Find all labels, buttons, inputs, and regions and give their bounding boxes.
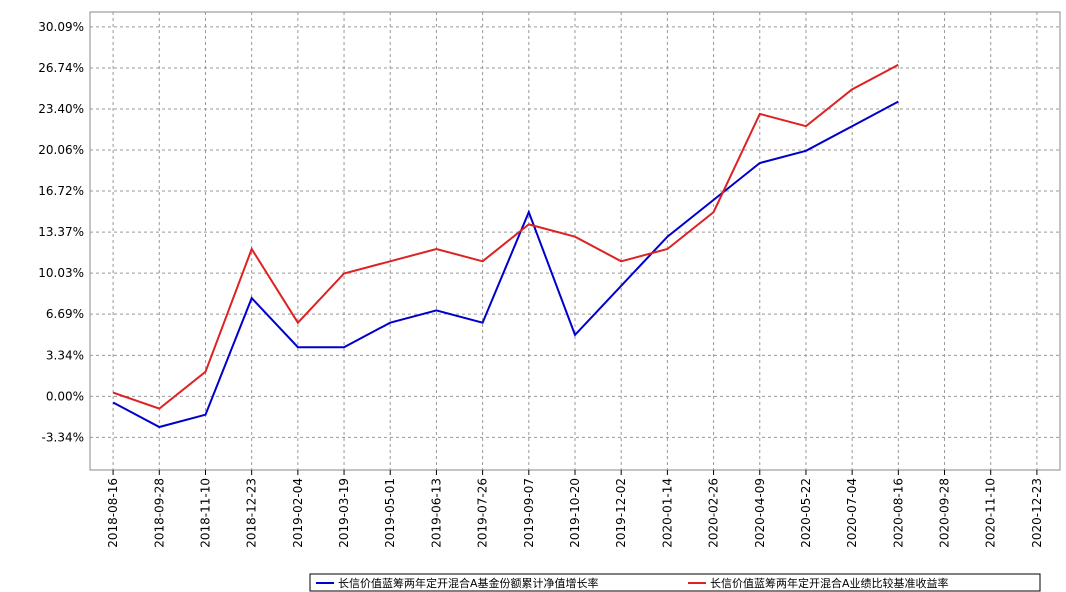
chart: 30.09% 26.74% 23.40% 20.06% 16.72% 13.37% 10.0…: [0, 0, 1066, 592]
x-tick-label: 2019-10-20: [568, 478, 582, 548]
x-tick-label: 2019-07-26: [476, 478, 490, 548]
x-tick-label: 2020-04-09: [753, 478, 767, 548]
x-tick-label: 2019-06-13: [429, 478, 443, 548]
y-tick-label: 13.37%: [38, 225, 84, 239]
x-tick-label: 2020-01-14: [660, 478, 674, 548]
y-tick-label: 3.34%: [46, 348, 84, 362]
x-tick-label: 2019-12-02: [614, 478, 628, 548]
x-tick-label: 2019-09-07: [522, 478, 536, 548]
x-tick-label: 2020-05-22: [799, 478, 813, 548]
x-tick-label: 2018-11-10: [198, 478, 212, 548]
x-tick-label: 2020-08-16: [891, 478, 905, 548]
y-tick-label: -3.34%: [42, 430, 84, 444]
x-tick-label: 2020-02-26: [707, 478, 721, 548]
x-tick-label: 2019-02-04: [291, 478, 305, 548]
y-tick-label: 10.03%: [38, 266, 84, 280]
x-tick-label: 2020-09-28: [938, 478, 952, 548]
y-tick-label: 23.40%: [38, 102, 84, 116]
x-tick-label: 2020-07-04: [845, 478, 859, 548]
x-tick-label: 2019-03-19: [337, 478, 351, 548]
x-tick-label: 2020-12-23: [1030, 478, 1044, 548]
y-tick-label: 30.09%: [38, 20, 84, 34]
x-tick-label: 2018-08-16: [106, 478, 120, 548]
x-tick-label: 2018-12-23: [245, 478, 259, 548]
legend-label: 长信价值蓝筹两年定开混合A业绩比较基准收益率: [710, 576, 949, 590]
x-tick-label: 2019-05-01: [383, 478, 397, 548]
y-tick-label: 0.00%: [46, 389, 84, 403]
y-tick-label: 6.69%: [46, 307, 84, 321]
x-tick-label: 2018-09-28: [152, 478, 166, 548]
y-tick-label: 20.06%: [38, 143, 84, 157]
legend-label: 长信价值蓝筹两年定开混合A基金份额累计净值增长率: [338, 576, 599, 590]
x-tick-label: 2020-11-10: [984, 478, 998, 548]
y-tick-label: 16.72%: [38, 184, 84, 198]
y-tick-label: 26.74%: [38, 61, 84, 75]
